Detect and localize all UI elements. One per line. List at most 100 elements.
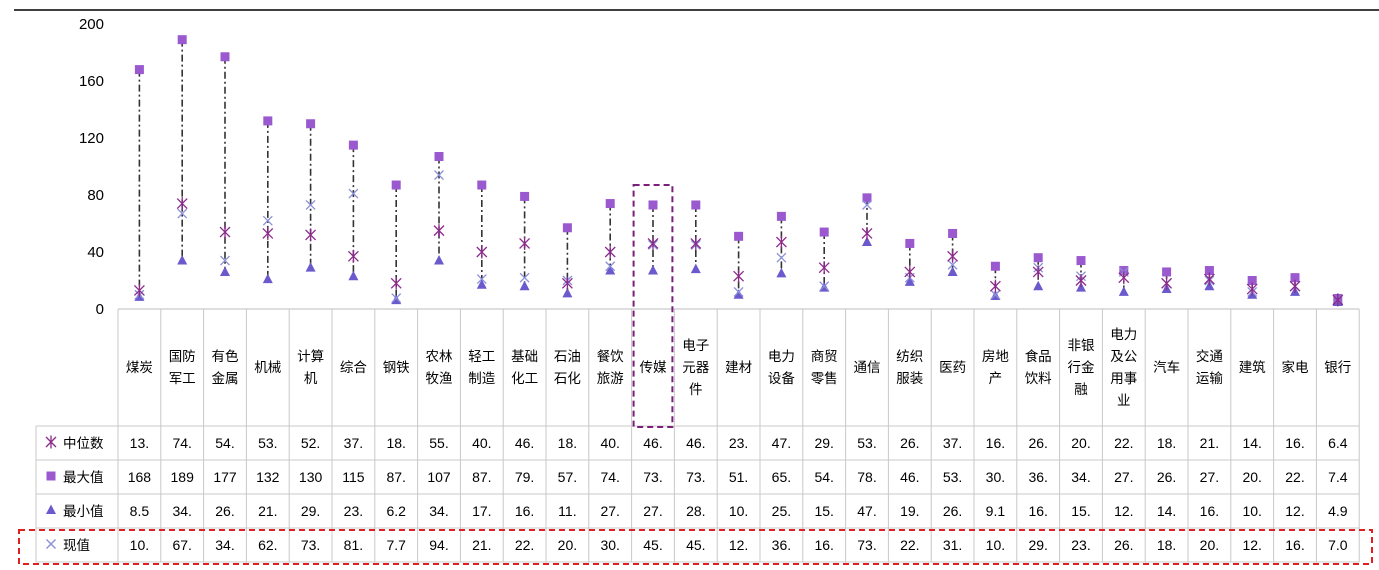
x-tick-label: 煤炭 bbox=[126, 360, 153, 376]
data-label: 16. bbox=[1285, 435, 1304, 451]
point-triangle bbox=[562, 287, 573, 298]
point-square bbox=[348, 140, 358, 150]
point-square bbox=[520, 191, 530, 201]
point-x bbox=[220, 255, 230, 266]
data-label: 115 bbox=[342, 469, 365, 485]
x-tick-label: 国防军工 bbox=[169, 349, 196, 387]
point-x bbox=[605, 261, 616, 272]
data-label: 53. bbox=[258, 435, 277, 451]
data-label: 27. bbox=[1200, 469, 1219, 485]
data-label: 29. bbox=[301, 503, 320, 519]
data-label: 26. bbox=[900, 435, 919, 451]
point-asterisk bbox=[861, 226, 873, 240]
point-triangle bbox=[947, 266, 958, 276]
legend-label: 现值 bbox=[63, 538, 90, 554]
point-square bbox=[1033, 253, 1043, 263]
point-square bbox=[691, 200, 701, 210]
point-asterisk bbox=[561, 276, 573, 290]
data-label: 6.2 bbox=[386, 503, 406, 519]
data-label: 34. bbox=[215, 537, 234, 553]
data-label: 53. bbox=[943, 469, 962, 485]
data-label: 26. bbox=[1114, 537, 1133, 553]
point-asterisk bbox=[1161, 276, 1173, 290]
data-label: 23. bbox=[1071, 537, 1090, 553]
data-label: 7.0 bbox=[1328, 537, 1348, 553]
data-label: 78. bbox=[857, 469, 876, 485]
data-label: 130 bbox=[299, 469, 323, 485]
point-square bbox=[1119, 266, 1129, 276]
data-label: 28. bbox=[686, 503, 705, 519]
data-label: 52. bbox=[301, 435, 320, 451]
x-tick-label: 餐饮旅游 bbox=[597, 349, 624, 387]
point-square bbox=[1247, 276, 1257, 285]
point-asterisk bbox=[1332, 293, 1344, 307]
point-triangle bbox=[904, 276, 915, 286]
point-asterisk bbox=[305, 228, 317, 242]
x-tick-label: 机械 bbox=[254, 360, 281, 376]
data-label: 16. bbox=[1200, 503, 1219, 519]
y-tick-label: 160 bbox=[79, 73, 104, 90]
point-triangle bbox=[220, 266, 230, 276]
point-triangle bbox=[648, 265, 658, 275]
point-triangle bbox=[519, 280, 530, 291]
data-label: 10. bbox=[729, 503, 748, 519]
point-triangle bbox=[262, 273, 273, 284]
legend-label: 中位数 bbox=[63, 436, 104, 452]
point-triangle bbox=[391, 294, 402, 305]
data-label: 21. bbox=[258, 503, 277, 519]
x-tick-label: 石油石化 bbox=[554, 349, 581, 387]
data-label: 54. bbox=[215, 435, 234, 451]
x-tick-label: 计算机 bbox=[297, 349, 324, 387]
data-label: 14. bbox=[1157, 503, 1176, 519]
data-label: 47. bbox=[857, 503, 876, 519]
data-label: 30. bbox=[600, 537, 619, 553]
data-label: 45. bbox=[643, 537, 662, 553]
point-asterisk bbox=[818, 261, 830, 275]
x-tick-label: 钢铁 bbox=[383, 360, 410, 376]
point-asterisk bbox=[1075, 274, 1087, 287]
data-label: 73. bbox=[643, 469, 662, 485]
point-x bbox=[434, 170, 444, 181]
point-asterisk bbox=[904, 265, 916, 279]
data-label: 65. bbox=[772, 469, 791, 485]
point-triangle bbox=[348, 270, 359, 281]
data-label: 12. bbox=[1114, 503, 1133, 519]
x-tick-label: 建筑 bbox=[1239, 360, 1267, 376]
data-label: 47. bbox=[772, 435, 791, 451]
point-square bbox=[990, 261, 1000, 271]
data-label: 27. bbox=[1114, 469, 1133, 485]
legend-marker bbox=[46, 504, 56, 514]
point-asterisk bbox=[1203, 272, 1215, 286]
data-label: 10. bbox=[1242, 503, 1261, 519]
data-label: 34. bbox=[429, 503, 448, 519]
x-tick-label: 汽车 bbox=[1153, 359, 1180, 376]
point-square bbox=[434, 152, 444, 162]
point-x bbox=[519, 272, 530, 283]
point-square bbox=[220, 52, 230, 62]
data-label: 34. bbox=[1071, 469, 1090, 485]
data-label: 18. bbox=[1157, 537, 1176, 553]
point-triangle bbox=[1118, 286, 1129, 296]
data-label: 21. bbox=[472, 537, 491, 553]
data-label: 20. bbox=[1071, 435, 1090, 451]
data-label: 53. bbox=[857, 435, 876, 451]
legend-marker bbox=[46, 471, 56, 481]
data-label: 74. bbox=[600, 469, 619, 485]
data-label: 20. bbox=[558, 537, 577, 553]
data-label: 73. bbox=[857, 537, 876, 553]
x-tick-label: 非银行金融 bbox=[1068, 338, 1096, 398]
data-label: 168 bbox=[128, 469, 152, 485]
data-label: 55. bbox=[429, 435, 448, 451]
data-label: 29. bbox=[1028, 537, 1047, 553]
data-label: 10. bbox=[986, 537, 1005, 553]
point-x bbox=[947, 259, 958, 270]
data-label: 7.7 bbox=[386, 537, 406, 553]
point-square bbox=[862, 193, 872, 203]
data-label: 54. bbox=[814, 469, 833, 485]
x-tick-label: 轻工制造 bbox=[468, 349, 495, 387]
point-x bbox=[733, 286, 744, 297]
data-label: 20. bbox=[1242, 469, 1261, 485]
data-label: 51. bbox=[729, 469, 748, 485]
point-triangle bbox=[605, 265, 616, 275]
